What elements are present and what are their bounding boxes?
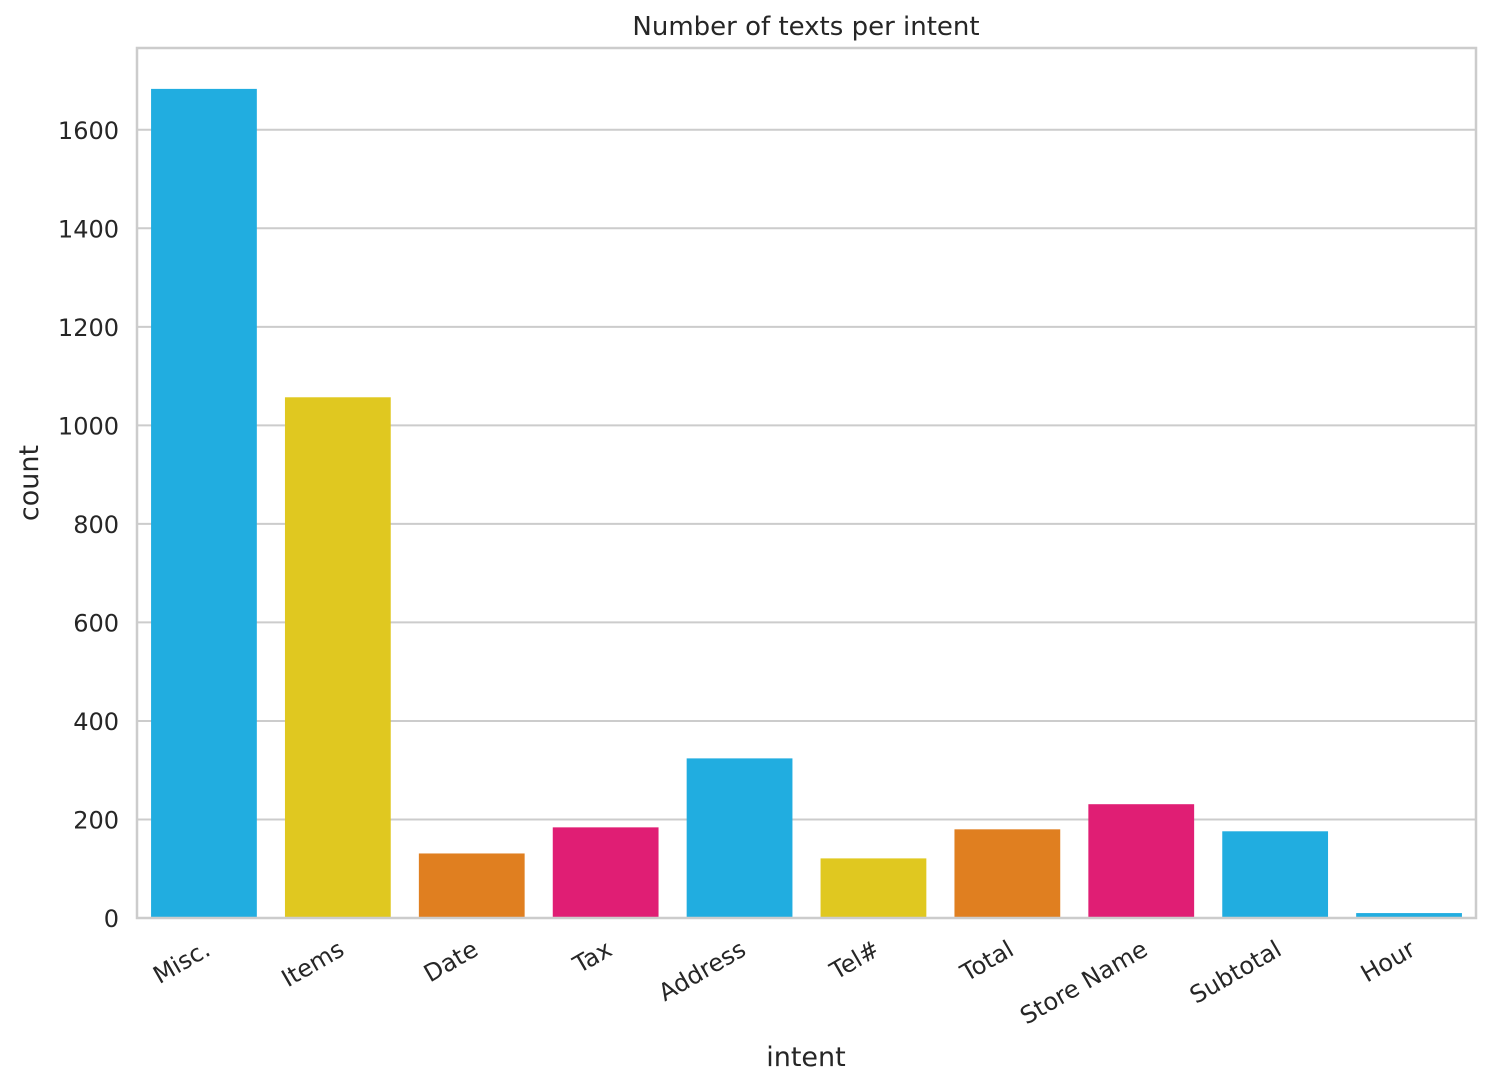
plot-frame xyxy=(135,46,1478,920)
chart-title: Number of texts per intent xyxy=(632,12,979,42)
bar-date xyxy=(418,853,525,918)
bar-items xyxy=(284,397,391,918)
bar-total xyxy=(954,829,1061,918)
bar-subtotal xyxy=(1222,831,1329,918)
y-tick-label: 800 xyxy=(73,511,119,539)
y-tick-label: 1600 xyxy=(58,117,119,145)
y-tick-label: 200 xyxy=(73,806,119,834)
bar-misc xyxy=(151,88,257,918)
bar-tel xyxy=(820,858,927,918)
y-tick-label: 400 xyxy=(73,708,119,736)
y-tick-label: 0 xyxy=(104,905,119,933)
y-axis-label: count xyxy=(14,445,45,521)
x-axis-label: intent xyxy=(766,1042,846,1073)
bar-address xyxy=(686,758,793,918)
bars xyxy=(151,88,1462,918)
y-tick-label: 600 xyxy=(73,609,119,637)
y-tick-label: 1200 xyxy=(58,314,119,342)
y-tick-label: 1400 xyxy=(58,215,119,243)
bar-tax xyxy=(552,827,659,918)
bar-store-name xyxy=(1088,804,1195,918)
y-tick-label: 1000 xyxy=(58,412,119,440)
y-axis-ticks: 0 200 400 600 800 1000 1200 1400 1600 xyxy=(58,117,119,933)
bar-hour xyxy=(1356,913,1462,918)
